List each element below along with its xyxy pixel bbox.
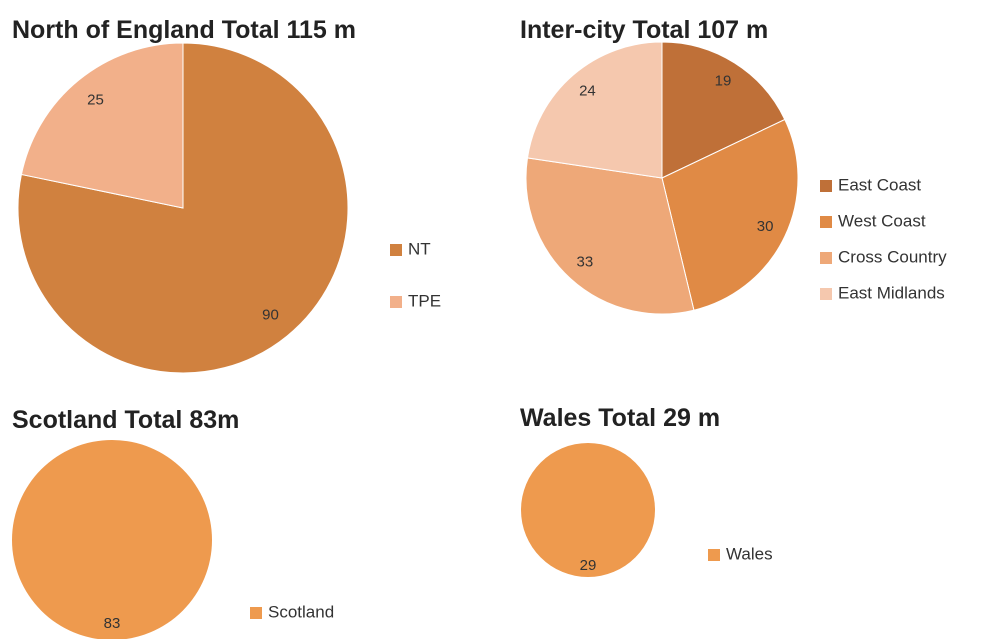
legend-swatch (820, 180, 832, 192)
data-label: 90 (262, 306, 279, 323)
data-label: 83 (104, 615, 121, 632)
chart-title: Wales Total 29 m (520, 404, 720, 432)
pie-slice (526, 41, 663, 179)
data-label: 19 (715, 72, 732, 89)
legend-swatch (708, 549, 720, 561)
pie-slice (12, 440, 212, 639)
legend-label: NT (408, 239, 431, 258)
pie-slice (661, 41, 786, 179)
data-label: 30 (757, 218, 774, 235)
pie-slice (20, 42, 184, 209)
legend-swatch (390, 244, 402, 256)
chart-title: Inter-city Total 107 m (520, 16, 768, 44)
legend-label: Scotland (268, 602, 334, 621)
chart-title: Scotland Total 83m (12, 406, 239, 434)
legend-label: TPE (408, 291, 441, 310)
legend-label: East Midlands (838, 283, 945, 302)
data-label: 33 (577, 253, 594, 270)
legend-swatch (250, 607, 262, 619)
legend-swatch (390, 296, 402, 308)
data-label: 24 (579, 82, 596, 99)
legend-label: Wales (726, 544, 773, 563)
data-label: 25 (87, 91, 104, 108)
legend-label: Cross Country (838, 247, 947, 266)
pie-slice (525, 157, 695, 315)
legend-label: West Coast (838, 211, 926, 230)
pie-slice (661, 118, 799, 311)
chart-title: North of England Total 115 m (12, 16, 356, 44)
legend-label: East Coast (838, 175, 921, 194)
pie-slice (521, 443, 655, 577)
data-label: 29 (580, 557, 597, 574)
legend-swatch (820, 288, 832, 300)
pie-slice (17, 42, 349, 374)
legend-swatch (820, 216, 832, 228)
legend-swatch (820, 252, 832, 264)
